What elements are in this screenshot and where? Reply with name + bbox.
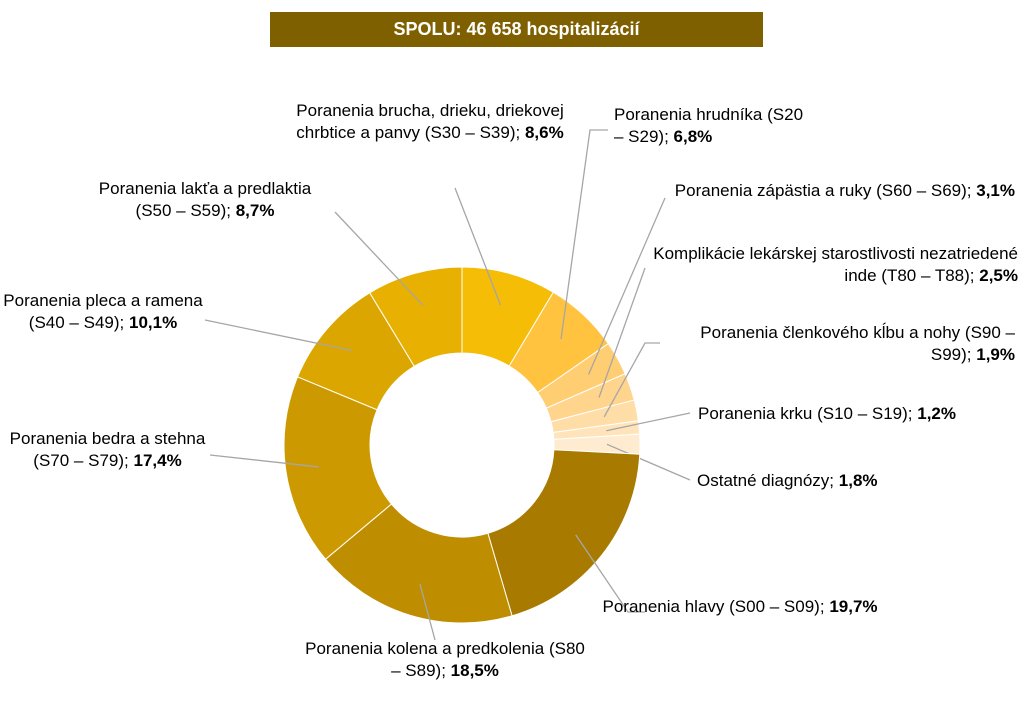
value-label: 1,9%	[976, 345, 1015, 364]
donut-slice	[369, 266, 463, 368]
category-label: Poranenia členkového kĺbu a nohy (S90 – …	[700, 323, 1015, 364]
slice-label: Poranenia brucha, drieku, driekovej chrb…	[295, 100, 565, 144]
leader-line	[334, 211, 424, 306]
slice-label: Poranenia kolena a predkolenia (S80 – S8…	[300, 638, 590, 682]
value-label: 1,8%	[838, 471, 878, 490]
leader-line	[588, 197, 666, 375]
slice-label: Poranenia bedra a stehna (S70 – S79); 17…	[0, 428, 215, 472]
slice-label: Ostatné diagnózy; 1,8%	[697, 470, 997, 492]
leader-line	[204, 319, 353, 352]
category-label: Poranenia hlavy (S00 – S09);	[602, 597, 825, 616]
value-label: 3,1%	[976, 181, 1015, 200]
donut-slice	[283, 376, 393, 560]
category-label: Poranenia brucha, drieku, driekovej chrb…	[296, 101, 564, 142]
leader-line	[606, 412, 691, 432]
donut-slice	[487, 449, 641, 617]
leader-line	[598, 267, 646, 398]
category-label: Poranenia lakťa a predlaktia (S50 – S59)…	[98, 179, 312, 220]
value-label: 1,2%	[917, 404, 956, 423]
value-label: 18,5%	[450, 661, 499, 680]
value-label: 19,7%	[829, 597, 878, 616]
category-label: Poranenia hrudníka (S20 – S29);	[614, 105, 804, 146]
value-label: 8,7%	[235, 201, 275, 220]
slice-label: Poranenia hrudníka (S20 – S29); 6,8%	[614, 104, 814, 148]
leader-line	[575, 534, 645, 613]
value-label: 17,4%	[133, 451, 182, 470]
value-label: 2,5%	[979, 266, 1018, 285]
value-label: 8,6%	[524, 123, 564, 142]
category-label: Poranenia krku (S10 – S19);	[698, 404, 913, 423]
leader-line	[560, 129, 608, 340]
value-label: 10,1%	[128, 313, 178, 332]
slice-label: Poranenia pleca a ramena (S40 – S49); 10…	[0, 290, 206, 334]
leader-line	[419, 583, 436, 641]
value-label: 6,8%	[673, 127, 713, 146]
leader-line	[606, 443, 691, 481]
slice-label: Poranenia členkového kĺbu a nohy (S90 – …	[660, 322, 1015, 366]
slice-label: Komplikácie lekárskej starostlivosti nez…	[640, 243, 1018, 287]
leader-line	[209, 454, 319, 468]
leader-line	[603, 342, 660, 418]
slice-label: Poranenia lakťa a predlaktia (S50 – S59)…	[90, 178, 320, 222]
category-label: Poranenia bedra a stehna (S70 – S79);	[9, 429, 206, 470]
category-label: Komplikácie lekárskej starostlivosti nez…	[653, 244, 1018, 285]
category-label: Poranenia pleca a ramena (S40 – S49);	[3, 291, 203, 332]
category-label: Poranenia kolena a predkolenia (S80 – S8…	[305, 639, 585, 680]
donut-slice	[324, 503, 513, 624]
leader-line	[454, 187, 502, 306]
chart-title: SPOLU: 46 658 hospitalizácií	[270, 12, 763, 47]
category-label: Ostatné diagnózy;	[697, 471, 835, 490]
slice-label: Poranenia hlavy (S00 – S09); 19,7%	[600, 596, 880, 618]
slice-label: Poranenia krku (S10 – S19); 1,2%	[698, 403, 1023, 425]
category-label: Poranenia zápästia a ruky (S60 – S69);	[674, 181, 972, 200]
slice-label: Poranenia zápästia a ruky (S60 – S69); 3…	[660, 180, 1015, 202]
